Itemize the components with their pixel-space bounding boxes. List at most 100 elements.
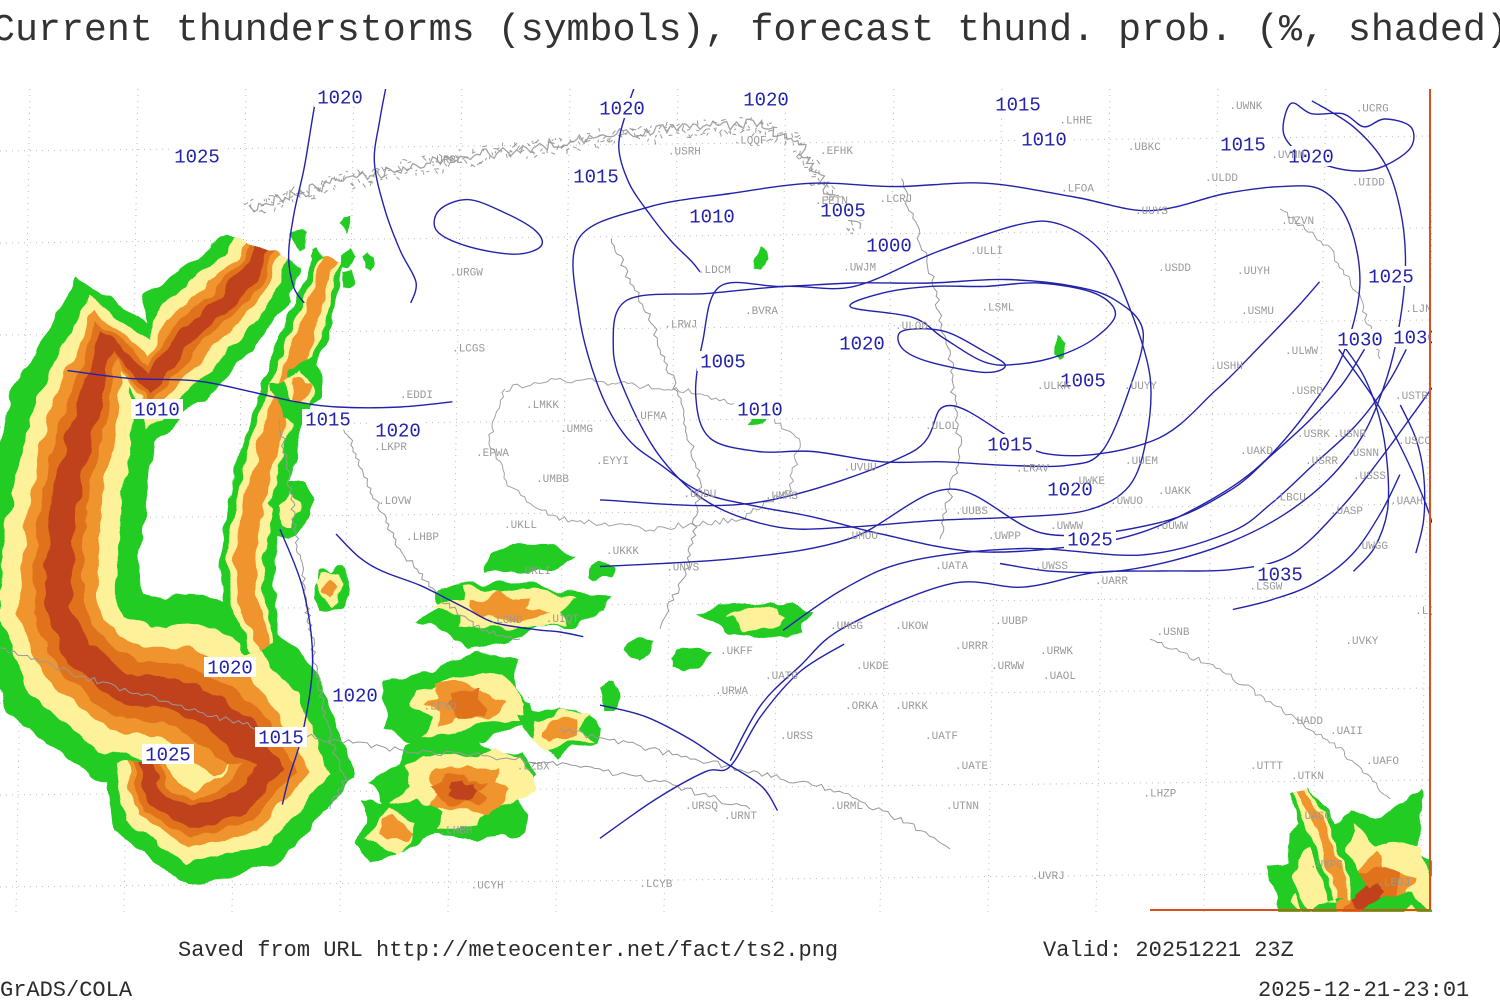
svg-text:.UTKN: .UTKN <box>1291 771 1324 783</box>
svg-text:.USNR: .USNR <box>1333 429 1366 441</box>
svg-text:.USHH: .USHH <box>1210 361 1243 373</box>
svg-text:1015: 1015 <box>573 167 619 189</box>
svg-text:.USTR: .USTR <box>1395 391 1428 403</box>
svg-text:.UVRJ: .UVRJ <box>1032 871 1065 883</box>
svg-text:.ORKA: .ORKA <box>845 701 878 713</box>
svg-text:.UWUO: .UWUO <box>1110 496 1143 508</box>
svg-text:.UKLL: .UKLL <box>504 520 537 532</box>
svg-text:.LFOA: .LFOA <box>1061 184 1094 196</box>
svg-text:.EYYI: .EYYI <box>596 456 629 468</box>
svg-text:.UIDD: .UIDD <box>1352 177 1385 189</box>
svg-text:.UACC: .UACC <box>1298 811 1331 823</box>
svg-text:.UQDU: .UQDU <box>683 489 716 501</box>
svg-text:.URRR: .URRR <box>955 641 988 653</box>
svg-text:.UADD: .UADD <box>1290 716 1323 728</box>
svg-text:.UIQT: .UIQT <box>546 614 579 626</box>
svg-text:1020: 1020 <box>375 421 421 443</box>
svg-text:.LHBH: .LHBH <box>440 825 473 837</box>
svg-text:.ULLI: .ULLI <box>970 246 1003 258</box>
svg-text:.UAFO: .UAFO <box>1366 756 1399 768</box>
svg-text:1025: 1025 <box>145 745 191 767</box>
svg-text:.UUBP: .UUBP <box>995 616 1028 628</box>
svg-text:.UWGG: .UWGG <box>1355 541 1388 553</box>
svg-text:.LRAV: .LRAV <box>1016 463 1049 475</box>
svg-text:.URBL: .URBL <box>430 155 463 167</box>
svg-text:.USRD: .USRD <box>1290 386 1323 398</box>
svg-text:.ULKK: .ULKK <box>1037 381 1070 393</box>
svg-text:1010: 1010 <box>1021 130 1067 152</box>
svg-text:.UKOW: .UKOW <box>895 621 928 633</box>
svg-text:.URWW: .URWW <box>991 661 1024 673</box>
svg-text:.UAII: .UAII <box>1330 726 1363 738</box>
svg-text:1015: 1015 <box>305 410 351 432</box>
svg-text:.UWSS: .UWSS <box>1035 561 1068 573</box>
svg-text:.UKLI: .UKLI <box>518 566 551 578</box>
svg-text:.UMOO: .UMOO <box>845 531 878 543</box>
svg-text:.USDD: .USDD <box>1158 263 1191 275</box>
svg-text:.UFMA: .UFMA <box>634 411 667 423</box>
svg-text:.URWK: .URWK <box>1040 646 1073 658</box>
svg-text:.UBKC: .UBKC <box>1128 142 1161 154</box>
svg-text:1010: 1010 <box>689 207 735 229</box>
svg-text:1030: 1030 <box>1337 330 1383 352</box>
svg-text:.LOVW: .LOVW <box>378 496 411 508</box>
svg-text:.UMMS: .UMMS <box>765 491 798 503</box>
svg-text:.UASP: .UASP <box>1330 506 1363 518</box>
svg-text:.USNB: .USNB <box>1157 627 1190 639</box>
svg-text:.UTTT: .UTTT <box>1250 761 1283 773</box>
svg-text:.LSML: .LSML <box>981 302 1014 314</box>
svg-text:1025: 1025 <box>1368 267 1414 289</box>
svg-text:.UMMG: .UMMG <box>560 424 593 436</box>
svg-text:.EDDI: .EDDI <box>400 390 433 402</box>
svg-text:.UWNK: .UWNK <box>1229 101 1262 113</box>
svg-text:.UATE: .UATE <box>955 761 988 773</box>
svg-text:.UWPP: .UWPP <box>988 531 1021 543</box>
svg-text:.LKPR: .LKPR <box>374 442 407 454</box>
svg-text:.ULOL: .ULOL <box>925 421 958 433</box>
svg-text:.EPWA: .EPWA <box>476 448 509 460</box>
svg-text:.EFHK: .EFHK <box>820 146 853 158</box>
svg-text:.URNT: .URNT <box>724 811 757 823</box>
svg-text:1015: 1015 <box>987 435 1033 457</box>
svg-text:.USCC: .USCC <box>1398 436 1431 448</box>
svg-text:1010: 1010 <box>134 400 180 422</box>
svg-text:.USMU: .USMU <box>1241 306 1274 318</box>
svg-text:.LZBX: .LZBX <box>517 761 550 773</box>
svg-text:.UATF: .UATF <box>925 731 958 743</box>
svg-text:.URGW: .URGW <box>450 268 483 280</box>
svg-text:.UCYH: .UCYH <box>471 880 504 892</box>
svg-text:1015: 1015 <box>1220 135 1266 157</box>
svg-text:.LCRJ: .LCRJ <box>879 194 912 206</box>
svg-text:.UUYH: .UUYH <box>1237 266 1270 278</box>
svg-text:.URSQ: .URSQ <box>685 801 718 813</box>
svg-text:.LBCU: .LBCU <box>1273 493 1306 505</box>
svg-text:.LSGW: .LSGW <box>1249 582 1282 594</box>
svg-text:.URWA: .URWA <box>715 686 748 698</box>
svg-text:.UAOL: .UAOL <box>1043 671 1076 683</box>
svg-text:.LCYB: .LCYB <box>639 879 672 891</box>
svg-text:.USSS: .USSS <box>1353 471 1386 483</box>
svg-text:.LFXO: .LFXO <box>424 701 457 713</box>
svg-text:.LHHE: .LHHE <box>1059 116 1092 128</box>
svg-text:.LCGS: .LCGS <box>452 344 485 356</box>
svg-text:.USRR: .USRR <box>1305 456 1338 468</box>
svg-text:.UXPC: .UXPC <box>1310 859 1343 871</box>
svg-text:1030: 1030 <box>1393 328 1432 350</box>
svg-text:1005: 1005 <box>700 352 746 374</box>
svg-text:.USRH: .USRH <box>668 146 701 158</box>
svg-text:.LHZP: .LHZP <box>1143 789 1176 801</box>
svg-text:.UUBS: .UUBS <box>955 506 988 518</box>
svg-text:.UKKK: .UKKK <box>606 546 639 558</box>
svg-text:.UATG: .UATG <box>765 671 798 683</box>
svg-text:1025: 1025 <box>174 147 220 169</box>
svg-text:.LCHD: .LCHD <box>490 615 523 627</box>
svg-text:1020: 1020 <box>743 90 789 112</box>
svg-text:.UARR: .UARR <box>1095 576 1128 588</box>
svg-text:1020: 1020 <box>317 89 363 110</box>
svg-text:.LJNW: .LJNW <box>1405 304 1432 316</box>
svg-text:.UUWW: .UUWW <box>1155 521 1188 533</box>
svg-text:.LDCM: .LDCM <box>698 265 731 277</box>
svg-text:.UUEM: .UUEM <box>1125 456 1158 468</box>
svg-text:.URML: .URML <box>830 801 863 813</box>
svg-text:.UVUU: .UVUU <box>844 463 877 475</box>
